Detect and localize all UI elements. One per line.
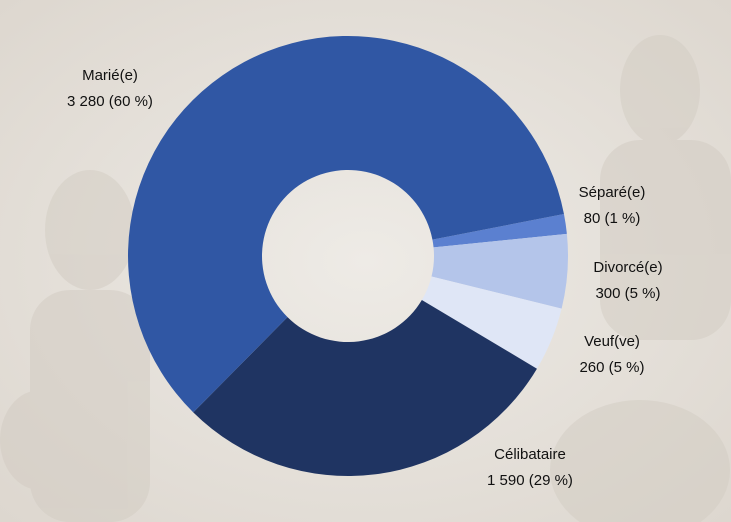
donut-slice xyxy=(432,214,567,248)
slice-label: Marié(e) xyxy=(82,67,138,84)
donut-slice xyxy=(193,300,537,476)
slice-value-label: 3 280 (60 %) xyxy=(67,93,153,110)
background-figures xyxy=(0,35,731,522)
slice-label: Divorcé(e) xyxy=(593,259,662,276)
donut-slice xyxy=(431,233,568,309)
donut xyxy=(127,35,568,476)
donut-slice xyxy=(127,35,564,413)
slice-label: Célibataire xyxy=(494,446,566,463)
slice-label: Veuf(ve) xyxy=(584,333,640,350)
slice-value-label: 80 (1 %) xyxy=(584,210,641,227)
slice-value-label: 300 (5 %) xyxy=(595,285,660,302)
slice-value-label: 260 (5 %) xyxy=(579,359,644,376)
slice-label: Séparé(e) xyxy=(579,184,646,201)
donut-slice xyxy=(421,276,562,369)
slice-value-label: 1 590 (29 %) xyxy=(487,472,573,489)
